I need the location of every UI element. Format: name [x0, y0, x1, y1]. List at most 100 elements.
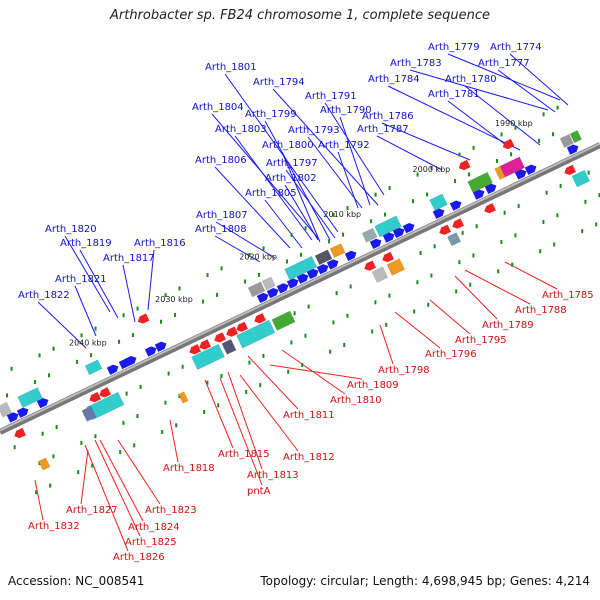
cog-box	[361, 227, 378, 243]
scale-tick	[335, 291, 338, 296]
scale-tick	[455, 289, 458, 294]
scale-tick	[346, 313, 349, 318]
label-connector	[239, 374, 299, 452]
scale-tick	[307, 304, 310, 309]
scale-label: 2000 kbp	[413, 165, 451, 174]
scale-tick	[80, 440, 83, 445]
label-connector	[337, 151, 359, 209]
label-connector	[214, 166, 291, 249]
gene-label: Arth_1825	[125, 537, 177, 548]
cog-box	[247, 281, 266, 298]
scale-tick	[332, 320, 335, 325]
gene-label: Arth_1806	[195, 155, 247, 166]
label-connector	[122, 264, 136, 323]
scale-tick	[416, 280, 419, 285]
scale-tick	[125, 391, 128, 396]
scale-tick	[514, 125, 517, 130]
cog-box	[494, 165, 506, 180]
reverse-gene-arrow	[458, 159, 471, 171]
label-connector	[234, 135, 313, 241]
gene-label: Arth_1785	[542, 290, 594, 301]
scale-tick	[581, 229, 584, 234]
scale-tick	[342, 232, 345, 237]
reverse-gene-arrow	[452, 218, 464, 229]
scale-tick	[503, 210, 506, 215]
scale-tick	[413, 309, 416, 314]
cog-box	[371, 266, 389, 284]
label-connector	[504, 261, 558, 290]
gene-label: Arth_1789	[482, 320, 534, 331]
gene-label: pntA	[247, 486, 271, 497]
gene-label: Arth_1780	[445, 74, 497, 85]
cog-box	[0, 401, 13, 418]
gene-arrows	[6, 138, 579, 439]
cog-box	[559, 133, 574, 148]
scale-tick	[175, 423, 178, 428]
gene-label: Arth_1817	[103, 253, 155, 264]
scale-tick	[10, 366, 13, 371]
forward-gene-arrow	[154, 341, 167, 352]
accession-text: Accession: NC_008541	[8, 574, 145, 588]
reverse-gene-arrow	[214, 332, 226, 343]
label-connector	[224, 73, 339, 233]
label-connector	[394, 311, 441, 349]
scale-tick	[559, 184, 562, 189]
cog-box	[467, 171, 494, 193]
cog-box	[284, 255, 318, 281]
gene-label: Arth_1810	[330, 395, 382, 406]
scale-tick	[517, 204, 520, 209]
gene-label: Arth_1787	[357, 124, 409, 135]
cog-box	[17, 387, 44, 409]
scale-tick	[133, 443, 136, 448]
scale-tick	[164, 293, 167, 298]
gene-label: Arth_1788	[515, 305, 567, 316]
label-connector	[339, 116, 371, 206]
scale-tick	[259, 383, 262, 388]
label-connector	[285, 169, 336, 239]
forward-gene-arrow	[432, 208, 445, 219]
scale-tick	[174, 313, 177, 318]
label-connector	[204, 379, 234, 449]
scale-tick	[202, 299, 205, 304]
scale-tick	[371, 329, 374, 334]
label-connector	[379, 324, 394, 365]
gene-label: Arth_1805	[245, 188, 297, 199]
forward-gene-arrow	[402, 222, 415, 234]
scale-tick	[374, 192, 377, 197]
forward-gene-arrow	[392, 227, 405, 239]
label-connector	[284, 184, 319, 241]
scale-tick	[55, 425, 58, 430]
label-connector	[264, 199, 303, 249]
label-connector	[84, 444, 129, 552]
label-connector	[447, 100, 511, 149]
label-connector	[429, 299, 471, 335]
forward-gene-arrow	[124, 355, 137, 367]
cog-box	[447, 232, 462, 247]
reverse-gene-arrow	[236, 321, 248, 332]
gene-label: Arth_1796	[425, 349, 477, 360]
cog-box	[84, 359, 103, 376]
cog-boxes	[0, 130, 591, 471]
gene-label: Arth_1832	[28, 521, 80, 532]
label-connector	[447, 53, 561, 101]
gene-label: Arth_1786	[362, 111, 414, 122]
gene-label: Arth_1804	[192, 102, 244, 113]
gene-label: Arth_1802	[265, 173, 317, 184]
forward-gene-arrow	[286, 278, 299, 289]
scale-tick	[48, 373, 51, 378]
scale-tick	[598, 193, 600, 198]
forward-gene-arrow	[524, 164, 537, 175]
forward-gene-arrow	[144, 346, 157, 357]
gene-label: Arth_1784	[368, 74, 420, 85]
gene-label: Arth_1794	[253, 77, 305, 88]
forward-gene-arrow	[382, 232, 395, 243]
cog-box	[221, 338, 237, 355]
reverse-gene-arrow	[564, 164, 576, 176]
label-connector	[376, 135, 443, 171]
label-connector	[34, 479, 44, 521]
scale-tick	[430, 165, 433, 170]
scale-tick	[139, 384, 142, 389]
gene-label: Arth_1774	[490, 42, 542, 53]
cog-box	[386, 258, 406, 276]
